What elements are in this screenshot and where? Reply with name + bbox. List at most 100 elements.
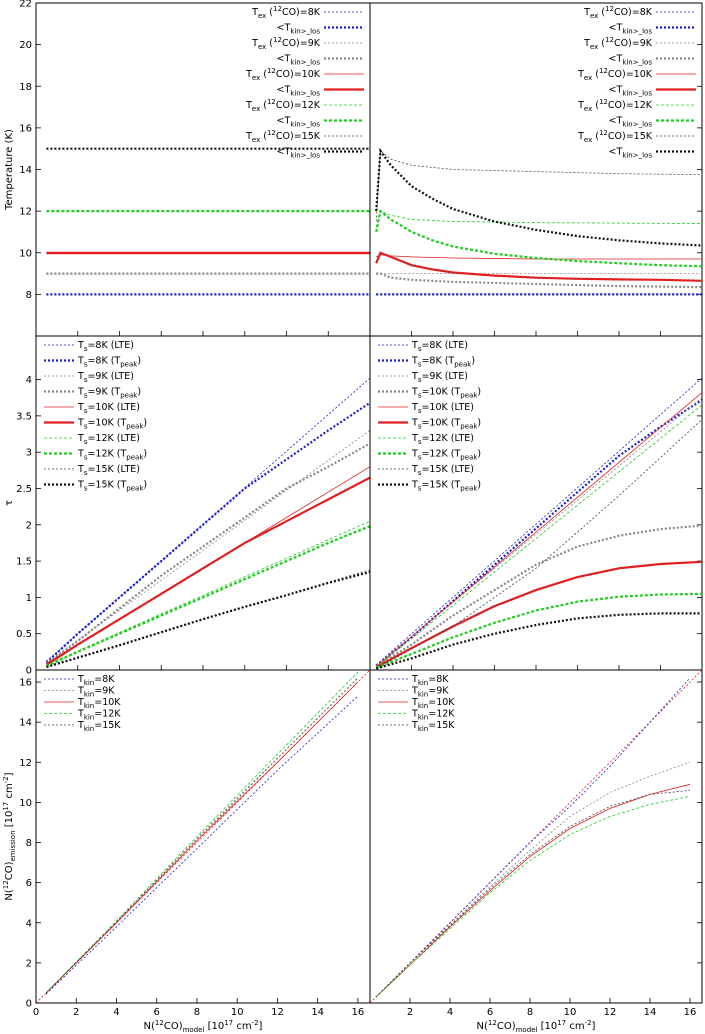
y-tick-label: 10 [19, 798, 32, 809]
legend-label: Ts=9K (Tpeak) [77, 387, 141, 400]
legend-label: Ts=10K (Tpeak) [411, 418, 481, 431]
y-tick-label: 14 [19, 718, 32, 729]
legend-label: Tkin=10K [77, 697, 121, 710]
series-line-8k-lte [375, 377, 703, 666]
legend-label: Tex (12CO)=15K [577, 129, 653, 144]
legend-label: <Tkin>_los [277, 54, 321, 67]
series-line-9k-peak [375, 524, 703, 668]
x-tick-label: 4 [447, 1007, 453, 1018]
legend-label: Tkin=9K [77, 686, 115, 699]
x-tick-label: 6 [487, 1007, 493, 1018]
legend-label: <Tkin>_los [609, 116, 653, 129]
x-tick-label: 0 [33, 1007, 39, 1018]
series-line-15k-lte [376, 419, 703, 669]
y-tick-label: 1.5 [16, 557, 32, 568]
x-tick-label: 8 [527, 1007, 533, 1018]
y-tick-label: 18 [19, 82, 32, 93]
legend-label: Ts=10K (Tpeak) [411, 387, 481, 400]
legend-label: Tkin=10K [411, 697, 455, 710]
legend-label: Tkin=12K [77, 709, 121, 722]
legend-label: Ts=10K (LTE) [411, 402, 474, 415]
y-tick-label: 12 [19, 207, 32, 218]
legend-label: Ts=12K (LTE) [411, 433, 474, 446]
x-tick-label: 6 [154, 1007, 160, 1018]
legend-label: <Tkin>_los [609, 85, 653, 98]
y-tick-label: 12 [19, 758, 32, 769]
legend-label: Ts=9K (LTE) [77, 371, 134, 384]
x-tick-label: 16 [684, 1007, 697, 1018]
legend-label: Ts=8K (Tpeak) [411, 356, 475, 369]
x-tick-label: 14 [644, 1007, 657, 1018]
legend-label: Ts=8K (LTE) [77, 340, 134, 353]
legend-label: Tex (12CO)=9K [251, 36, 321, 51]
legend-label: Tex (12CO)=10K [245, 67, 321, 82]
legend-label: Ts=12K (LTE) [77, 433, 140, 446]
y-tick-label: 0 [26, 666, 32, 677]
y-tick-label: 16 [19, 123, 32, 134]
y-tick-label: 3.5 [16, 411, 32, 422]
x-tick-label: 14 [311, 1007, 324, 1018]
series-line-8k [45, 695, 359, 995]
legend-label: Ts=10K (Tpeak) [77, 418, 147, 431]
legend-label: Ts=15K (LTE) [77, 464, 140, 477]
series-line-10k-peak [375, 560, 703, 669]
legend-label: Tex (12CO)=8K [583, 5, 653, 20]
legend-label: <Tkin>_los [609, 23, 653, 36]
panel-frame-top-left [35, 2, 371, 337]
panel-frame-bottom-right [369, 669, 703, 1004]
series-line-8k [375, 677, 691, 998]
legend-label: Ts=10K (LTE) [77, 402, 140, 415]
x-tick-label: 2 [407, 1007, 413, 1018]
panel-frame-middle-right [369, 335, 703, 671]
legend-label: Tkin=12K [411, 709, 455, 722]
y-tick-label: 2 [26, 958, 32, 969]
x-tick-label: 8 [194, 1007, 200, 1018]
y-tick-label: 6 [26, 878, 32, 889]
series-line-12k-lte [375, 404, 703, 668]
legend-label: Ts=8K (LTE) [411, 340, 468, 353]
legend-label: Tkin=15K [411, 720, 455, 733]
series-line-9k [375, 761, 691, 998]
series-line-12k [45, 671, 359, 993]
legend-label: Ts=15K (Tpeak) [77, 480, 147, 493]
y-tick-label: 22 [19, 0, 32, 10]
legend-label: <Tkin>_los [277, 147, 321, 160]
y-tick-label: 0 [26, 999, 32, 1010]
x-tick-label: 16 [352, 1007, 365, 1018]
legend-label: <Tkin>_los [609, 147, 653, 160]
legend-label: <Tkin>_los [277, 85, 321, 98]
legend-label: Tkin=8K [411, 674, 449, 687]
y-tick-label: 2.5 [16, 484, 32, 495]
series-line-15k [375, 790, 691, 998]
legend-label: Ts=8K (Tpeak) [77, 356, 141, 369]
series-line-tkin-12k [375, 209, 703, 268]
series-line-tkin-15k [375, 147, 703, 247]
legend-label: Tkin=15K [77, 720, 121, 733]
series-line-10k [45, 681, 359, 994]
series-line-10k [375, 783, 691, 998]
x-tick-label: 10 [564, 1007, 577, 1018]
series-line-tkin-9k [376, 272, 703, 289]
y-tick-label: 20 [19, 40, 32, 51]
x-tick-label: 12 [271, 1007, 284, 1018]
legend-label: <Tkin>_los [277, 23, 321, 36]
y-tick-label: 16 [19, 678, 32, 689]
y-tick-label: 2 [26, 520, 32, 531]
series-line-tex-12k [375, 210, 703, 228]
legend-label: Tkin=9K [411, 686, 449, 699]
series-line-tex-15k [375, 150, 703, 222]
legend-label: Ts=12K (Tpeak) [411, 449, 481, 462]
legend-label: Tex (12CO)=12K [577, 98, 653, 113]
x-tick-label: 12 [604, 1007, 617, 1018]
series-line-tex-10k [376, 254, 702, 260]
legend-label: <Tkin>_los [609, 54, 653, 67]
y-axis-label: τ [4, 500, 15, 506]
series-line-10k-lte [375, 392, 703, 667]
series-line-8k-peak [45, 401, 371, 664]
y-tick-label: 8 [26, 290, 32, 301]
series-line-15k-peak [375, 612, 702, 670]
legend-label: Ts=12K (Tpeak) [77, 449, 147, 462]
legend-label: Tex (12CO)=15K [245, 129, 321, 144]
series-line-12k-peak [375, 592, 703, 669]
